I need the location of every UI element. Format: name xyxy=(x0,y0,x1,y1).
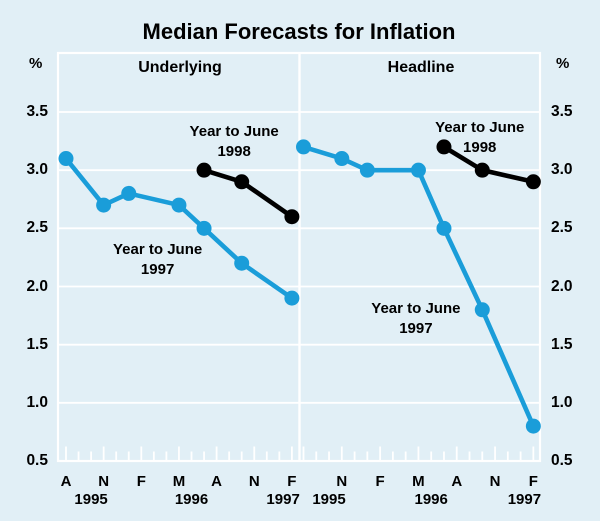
x-tick-label: A xyxy=(451,473,463,490)
x-tick-label: N xyxy=(489,473,501,490)
y-axis-unit-left: % xyxy=(29,55,43,72)
x-tick-label: N xyxy=(336,473,348,490)
panel-header-headline: Headline xyxy=(387,59,455,76)
x-year-label: 1997 xyxy=(266,491,300,508)
x-year-label: 1996 xyxy=(174,491,209,508)
annotation-headline-1997-line1: Year to June xyxy=(371,300,461,318)
panel-header-underlying: Underlying xyxy=(138,59,222,76)
data-point xyxy=(359,162,375,178)
data-point xyxy=(474,302,490,318)
y-tick-label-left: 1.0 xyxy=(26,393,48,411)
data-point xyxy=(234,174,250,190)
data-point xyxy=(474,162,490,178)
data-point xyxy=(196,162,212,178)
y-tick-label-right: 2.0 xyxy=(551,277,573,295)
data-point xyxy=(436,220,452,236)
annotation-underlying-1997-line2: 1997 xyxy=(140,260,175,278)
headline-year-to-june-1997-series xyxy=(296,139,541,434)
underlying-year-to-june-1997-series xyxy=(58,151,300,306)
annotation-underlying-1997-line1: Year to June xyxy=(113,240,203,258)
data-point xyxy=(284,209,300,225)
x-tick-label: F xyxy=(287,473,297,490)
x-tick-label: A xyxy=(60,473,72,490)
data-point xyxy=(196,220,212,236)
data-point xyxy=(525,418,541,434)
data-point xyxy=(525,174,541,190)
data-point xyxy=(234,255,250,271)
data-point xyxy=(284,290,300,306)
x-year-label: 1997 xyxy=(507,491,542,508)
x-tick-label: M xyxy=(172,473,186,490)
data-point xyxy=(96,197,112,213)
data-point xyxy=(58,151,74,167)
y-tick-label-left: 2.5 xyxy=(26,219,48,237)
annotation-underlying-1998-line2: 1998 xyxy=(217,143,251,161)
x-tick-label: N xyxy=(248,473,260,490)
x-tick-label: F xyxy=(528,473,538,490)
annotation-headline-1997-line2: 1997 xyxy=(399,320,433,338)
data-point xyxy=(334,151,350,167)
data-point xyxy=(121,185,137,201)
x-tick-label: F xyxy=(375,473,385,490)
chart-title: Median Forecasts for Inflation xyxy=(142,19,456,44)
y-tick-label-right: 2.5 xyxy=(551,219,573,237)
y-tick-label-right: 3.0 xyxy=(551,161,573,179)
y-tick-label-left: 3.0 xyxy=(26,161,48,179)
y-axis-unit-right: % xyxy=(556,55,570,72)
data-point xyxy=(410,162,426,178)
series-line xyxy=(201,167,295,219)
x-tick-label: N xyxy=(98,473,110,490)
headline-year-to-june-1998-series xyxy=(436,139,541,190)
data-point xyxy=(436,139,452,155)
y-tick-label-right: 0.5 xyxy=(551,452,573,469)
x-year-label: 1996 xyxy=(414,491,448,508)
y-tick-label-left: 2.0 xyxy=(26,277,48,295)
underlying-year-to-june-1998-series xyxy=(196,162,300,225)
y-tick-label-right: 1.0 xyxy=(551,393,573,411)
x-year-label: 1995 xyxy=(312,491,346,508)
y-tick-label-right: 1.5 xyxy=(551,335,573,353)
data-point xyxy=(296,139,311,155)
y-tick-label-left: 0.5 xyxy=(26,452,48,469)
x-tick-label: F xyxy=(136,473,146,490)
y-tick-label-right: 3.5 xyxy=(551,103,573,120)
y-tick-label-left: 1.5 xyxy=(26,335,48,353)
annotation-headline-1998-line1: Year to June xyxy=(435,118,525,136)
data-point xyxy=(171,197,187,213)
x-tick-label: A xyxy=(211,473,223,490)
annotation-headline-1998-line2: 1998 xyxy=(463,138,497,156)
annotation-underlying-1998-line1: Year to June xyxy=(189,123,279,141)
x-year-label: 1995 xyxy=(74,491,108,508)
x-tick-label: M xyxy=(412,473,425,490)
y-tick-label-left: 3.5 xyxy=(26,103,48,120)
